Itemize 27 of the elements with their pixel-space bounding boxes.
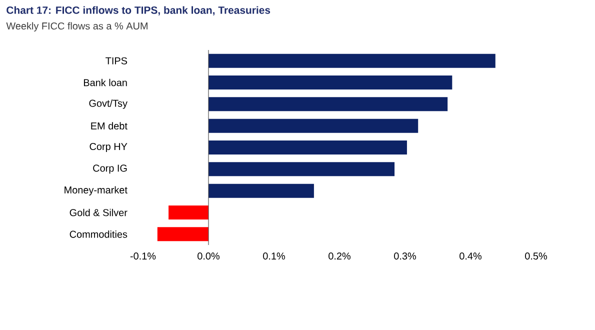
y-tick-label: Corp HY bbox=[90, 142, 128, 152]
x-tick-label: 0.0% bbox=[198, 252, 220, 260]
bar bbox=[168, 206, 208, 220]
bar bbox=[208, 184, 314, 198]
bar bbox=[208, 76, 452, 90]
y-tick-label: Corp IG bbox=[93, 164, 127, 174]
bar bbox=[208, 118, 418, 133]
bar bbox=[208, 140, 407, 155]
y-tick-label: EM debt bbox=[91, 122, 128, 130]
bar bbox=[208, 97, 448, 112]
x-tick-label: 0.5% bbox=[525, 252, 548, 260]
bar bbox=[157, 227, 208, 242]
x-tick-label: -0.1% bbox=[130, 252, 156, 260]
chart-subtitle: Weekly FICC flows as a % AUM bbox=[6, 22, 148, 32]
x-tick-label: 0.3% bbox=[394, 252, 416, 260]
y-tick-label: Bank loan bbox=[84, 78, 127, 86]
bar bbox=[208, 54, 496, 68]
y-tick-label: Commodities bbox=[70, 230, 128, 238]
x-tick-label: 0.2% bbox=[328, 252, 351, 260]
chart-title: Chart 17: FICC inflows to TIPS, bank loan, Treasuries bbox=[6, 6, 270, 16]
y-tick-label: Gold & Silver bbox=[70, 208, 128, 216]
x-tick-label: 0.1% bbox=[263, 252, 286, 260]
y-tick-label: TIPS bbox=[106, 57, 128, 64]
y-tick-label: Money-market bbox=[64, 186, 128, 196]
x-tick-label: 0.4% bbox=[460, 252, 482, 260]
bar bbox=[208, 162, 395, 176]
y-tick-label: Govt/Tsy bbox=[89, 100, 128, 109]
